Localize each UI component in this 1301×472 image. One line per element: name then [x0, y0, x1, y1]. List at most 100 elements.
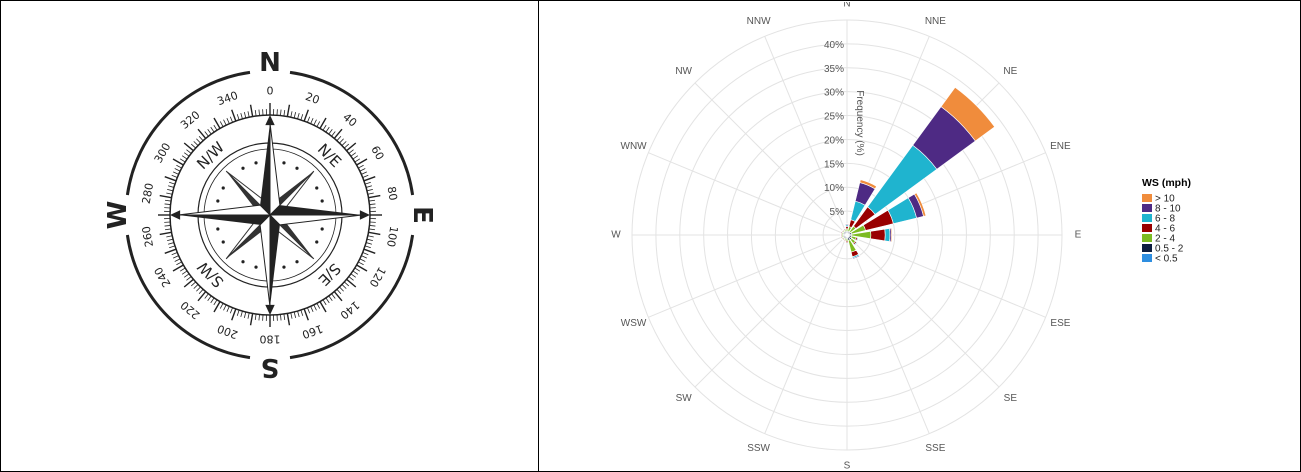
wind-rose-segment: [940, 86, 996, 142]
compass-intercardinal-label: N/W: [193, 138, 228, 173]
compass-degree-label: 240: [152, 265, 174, 290]
compass-tick: [359, 258, 366, 262]
compass-tick: [286, 313, 291, 326]
compass-tick: [181, 270, 188, 275]
direction-label: SW: [676, 393, 693, 404]
compass-tick: [310, 118, 314, 124]
compass-cardinal-label: E: [407, 206, 437, 224]
compass-tick: [356, 264, 368, 272]
direction-label: WSW: [621, 318, 647, 329]
compass-tick: [328, 129, 333, 135]
compass-tick: [368, 199, 376, 202]
compass-tick: [310, 306, 314, 312]
compass-tick: [293, 112, 297, 119]
compass-degree-label: 0: [267, 85, 274, 98]
table-border-top: [0, 0, 1301, 1]
compass-degree-label: 300: [152, 141, 174, 166]
compass-degree-label: 180: [260, 333, 281, 346]
compass-tick: [240, 112, 243, 119]
compass-tick: [171, 174, 178, 178]
compass-tick: [366, 185, 373, 188]
compass-tick: [316, 303, 321, 309]
compass-tick: [166, 192, 173, 195]
compass-tick: [361, 171, 367, 175]
compass-star-point: [269, 122, 281, 217]
direction-label: ENE: [1050, 141, 1071, 152]
compass-tick: [358, 261, 364, 266]
compass-tick: [280, 314, 282, 321]
direction-label: ESE: [1050, 318, 1070, 329]
compass-intercardinal-label: S/E: [315, 260, 345, 290]
compass-dot: [315, 240, 319, 244]
compass-tick: [247, 312, 250, 319]
compass-tick: [303, 109, 309, 122]
wind-rose-segment: [842, 227, 846, 230]
compass-tick: [249, 313, 254, 326]
wind-rose-segment: [844, 223, 850, 225]
compass-tick: [223, 119, 227, 126]
compass-tick: [354, 158, 361, 163]
compass-tick: [364, 245, 371, 249]
compass-tick: [313, 304, 317, 311]
compass-degree-label: 80: [384, 185, 399, 201]
compass-tick: [359, 168, 366, 172]
wind-rose-segment: [856, 237, 860, 242]
compass-tick: [341, 141, 347, 146]
compass-tick: [183, 142, 194, 152]
compass-tick: [169, 245, 176, 249]
compass-dot: [241, 166, 245, 170]
table-border-left: [0, 0, 1, 472]
compass-tick: [186, 276, 192, 281]
direction-label: NNE: [925, 16, 946, 27]
compass-tick: [254, 313, 257, 321]
compass-tick: [346, 142, 357, 152]
compass-tick: [167, 238, 174, 242]
compass-tick: [179, 267, 186, 272]
compass-tick: [331, 293, 336, 299]
direction-label: E: [1075, 230, 1082, 241]
compass-tick: [362, 174, 369, 178]
compass-tick: [164, 228, 172, 231]
compass-tick: [283, 109, 286, 117]
compass-tick: [258, 314, 260, 321]
compass-tick: [368, 231, 381, 236]
compass-tick: [348, 276, 354, 281]
compass-tick: [210, 126, 215, 133]
compass-tick: [231, 109, 237, 122]
compass-tick: [325, 126, 330, 133]
compass-tick: [363, 176, 376, 182]
compass-star-point: [259, 213, 271, 308]
compass-tick: [159, 231, 172, 236]
wind-rose-segment: [841, 229, 844, 232]
compass-tick: [322, 299, 327, 306]
compass-tick: [366, 242, 373, 245]
compass-tick: [183, 278, 194, 288]
compass-dot: [254, 161, 258, 165]
compass-degree-label: 40: [340, 111, 359, 130]
compass-degree-label: 280: [140, 182, 156, 205]
compass-star-point: [268, 214, 363, 226]
compass-tick: [247, 111, 250, 118]
compass-tick: [236, 114, 240, 121]
compass-tick: [313, 119, 317, 126]
compass-tick: [167, 188, 174, 192]
compass-tick: [172, 158, 184, 166]
compass-tick: [171, 252, 178, 256]
compass-tick: [368, 228, 376, 231]
compass-star-point: [178, 215, 270, 225]
compass-tick: [164, 176, 177, 182]
wind-rose-segment: [890, 227, 893, 243]
compass-tick: [293, 311, 297, 318]
compass-tick: [159, 194, 172, 199]
compass-tick: [166, 235, 173, 238]
wind-rose-segment: [913, 192, 927, 217]
compass-tick: [325, 297, 330, 304]
compass-tick: [226, 306, 230, 312]
wind-rose-segment: [884, 228, 891, 242]
compass-tick: [196, 286, 201, 292]
compass-tick: [350, 152, 356, 157]
legend-label: < 0.5: [1155, 254, 1178, 265]
compass-tick: [181, 155, 188, 160]
legend-swatch: [1142, 204, 1152, 212]
compass-tick: [243, 112, 247, 119]
